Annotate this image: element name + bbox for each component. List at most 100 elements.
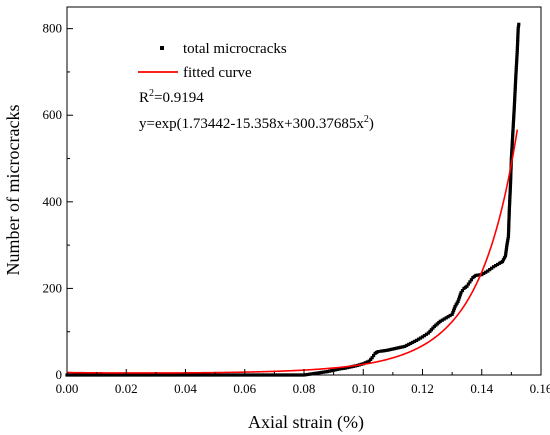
axes-layer (66, 6, 542, 376)
scatter-point (508, 198, 512, 202)
scatter-point (399, 345, 403, 349)
scatter-point (450, 312, 454, 316)
scatter-point (515, 57, 519, 61)
fit-equation-sup: 2 (364, 114, 369, 125)
scatter-point (312, 371, 316, 376)
scatter-point (387, 348, 391, 352)
scatter-point (512, 100, 517, 104)
scatter-point (507, 215, 511, 219)
scatter-point (507, 219, 511, 223)
scatter-point (506, 230, 511, 234)
scatter-point (515, 42, 520, 46)
legend: total microcracks fitted curve (138, 41, 287, 81)
scatter-point (332, 368, 336, 372)
scatter-point (512, 109, 516, 113)
scatter-point (513, 87, 517, 91)
scatter-point (512, 113, 516, 117)
scatter-point (513, 83, 517, 87)
scatter-point (454, 303, 458, 307)
scatter-point (514, 68, 518, 72)
x-tick-label: 0.10 (352, 381, 375, 396)
scatter-point (310, 372, 314, 376)
y-tick-label: 0 (56, 367, 63, 382)
scatter-point (511, 135, 515, 139)
scatter-point (517, 22, 521, 26)
scatter-point (341, 366, 346, 370)
scatter-point (420, 335, 425, 339)
y-tick-label: 400 (43, 194, 63, 209)
scatter-point (515, 44, 520, 48)
scatter-point (507, 202, 512, 206)
scatter-point (453, 304, 457, 309)
scatter-point (500, 259, 505, 264)
scatter-point (458, 293, 462, 297)
scatter-point (446, 315, 450, 319)
scatter-point (506, 237, 510, 241)
scatter-point (511, 126, 515, 130)
x-tick-label: 0.00 (56, 381, 79, 396)
scatter-point (337, 367, 342, 371)
scatter-point (455, 301, 459, 305)
scatter-point (416, 337, 421, 341)
plot-frame (66, 6, 542, 376)
scatter-point (480, 272, 484, 277)
scatter-point (507, 217, 511, 221)
scatter-point (495, 262, 500, 267)
scatter-point (413, 339, 417, 343)
scatter-point (515, 53, 519, 57)
scatter-point (510, 139, 514, 143)
scatter-point (389, 347, 393, 352)
scatter-point (456, 299, 460, 303)
scatter-point (422, 334, 427, 338)
scatter-point (516, 40, 520, 44)
scatter-point (515, 50, 519, 55)
scatter-point (513, 96, 517, 100)
fit-equation-prefix: y=exp(1.73442-15.358x+300.37685x (139, 116, 364, 132)
scatter-point (514, 70, 518, 74)
scatter-point (369, 357, 373, 362)
x-axis-ticks: 0.00 0.02 0.04 0.06 0.08 0.10 0.12 0.14 0.16 (56, 369, 550, 396)
scatter-point (465, 284, 469, 288)
scatter-point (316, 371, 320, 375)
scatter-point (507, 208, 511, 213)
scatter-point (306, 372, 310, 377)
scatter-point (322, 370, 326, 374)
scatter-point (343, 366, 348, 370)
scatter-point (508, 195, 512, 200)
scatter-point (513, 89, 517, 94)
scatter-point (459, 291, 463, 295)
scatter-point (516, 35, 520, 39)
scatter-point (476, 273, 480, 277)
scatter-point (507, 226, 511, 230)
legend-label-scatter: total microcracks (183, 41, 287, 57)
scatter-point (448, 313, 452, 318)
scatter-point (512, 102, 517, 107)
scatter-point (320, 370, 324, 375)
scatter-point (509, 169, 513, 174)
scatter-point (381, 349, 385, 353)
scatter-point (515, 55, 519, 59)
scatter-point (512, 111, 516, 115)
scatter-point (508, 180, 513, 184)
scatter-point (508, 191, 512, 195)
scatter-point (379, 349, 383, 353)
scatter-point (514, 74, 518, 78)
scatter-point (510, 137, 515, 141)
scatter-point (511, 133, 515, 137)
scatter-point (513, 98, 517, 102)
scatter-point (510, 146, 514, 150)
scatter-point (376, 350, 380, 354)
scatter-point (504, 247, 508, 252)
scatter-point (401, 345, 405, 349)
scatter-point (324, 370, 328, 374)
scatter-point (460, 288, 465, 293)
scatter-point (507, 221, 511, 226)
scatter-point (370, 356, 374, 360)
scatter-point (513, 91, 517, 96)
scatter-point (511, 124, 515, 128)
scatter-point (363, 361, 367, 365)
scatter-point (508, 185, 512, 189)
scatter-point (509, 172, 513, 176)
x-tick-label: 0.08 (293, 381, 316, 396)
